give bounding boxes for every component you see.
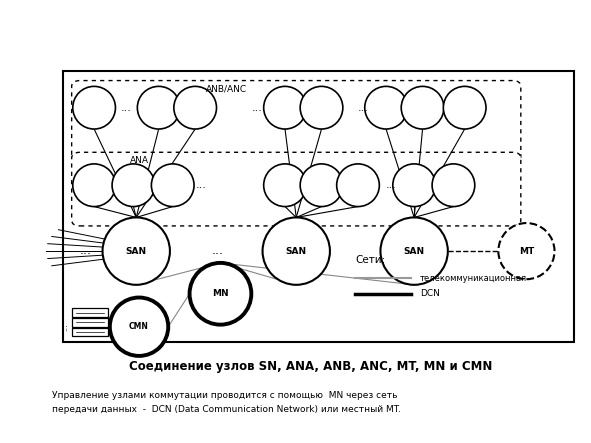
Ellipse shape — [381, 218, 448, 285]
Text: MN: MN — [212, 289, 229, 298]
Text: ...: ... — [358, 103, 369, 113]
Text: ...: ... — [196, 180, 206, 190]
Text: CMN: CMN — [129, 322, 149, 331]
Bar — [72, 308, 108, 317]
Text: Сети:: Сети: — [355, 255, 385, 265]
Text: SAN: SAN — [285, 247, 307, 256]
Ellipse shape — [103, 218, 170, 285]
Ellipse shape — [73, 164, 115, 206]
Text: DCN: DCN — [420, 289, 440, 298]
Bar — [63, 71, 574, 342]
Ellipse shape — [401, 86, 444, 129]
Ellipse shape — [300, 164, 343, 206]
Ellipse shape — [151, 164, 194, 206]
Ellipse shape — [264, 86, 306, 129]
Ellipse shape — [137, 86, 180, 129]
Text: ...: ... — [252, 103, 262, 113]
Text: ANA: ANA — [129, 156, 148, 165]
Text: MT: MT — [519, 247, 534, 256]
Text: SAN: SAN — [126, 247, 147, 256]
Text: Соединение узлов SN, ANA, ANB, ANC, MT, MN и CMN: Соединение узлов SN, ANA, ANB, ANC, MT, … — [129, 360, 492, 373]
Ellipse shape — [432, 164, 475, 206]
Ellipse shape — [262, 218, 330, 285]
Ellipse shape — [110, 298, 168, 356]
Bar — [72, 318, 108, 327]
Text: ...: ... — [60, 323, 69, 330]
Ellipse shape — [264, 164, 306, 206]
Ellipse shape — [300, 86, 343, 129]
Ellipse shape — [73, 86, 115, 129]
Text: телекоммуникационная: телекоммуникационная — [420, 274, 527, 283]
Text: 2: 2 — [12, 427, 17, 433]
Ellipse shape — [365, 86, 407, 129]
Text: ISKRATEL: ISKRATEL — [10, 82, 20, 130]
Text: ...: ... — [121, 103, 132, 113]
Ellipse shape — [190, 263, 251, 325]
Ellipse shape — [337, 164, 379, 206]
Ellipse shape — [112, 164, 155, 206]
Ellipse shape — [393, 164, 436, 206]
Ellipse shape — [443, 86, 486, 129]
Text: SAN: SAN — [404, 247, 425, 256]
Text: Управление узлами коммутации проводится с помощью  MN через сеть
передачи данных: Управление узлами коммутации проводится … — [52, 391, 401, 414]
FancyBboxPatch shape — [72, 81, 521, 162]
FancyBboxPatch shape — [72, 152, 521, 226]
Text: ...: ... — [80, 244, 92, 257]
Ellipse shape — [498, 223, 554, 279]
Bar — [72, 328, 108, 336]
Text: ANB/ANC: ANB/ANC — [206, 85, 246, 93]
Ellipse shape — [174, 86, 216, 129]
Text: ...: ... — [387, 180, 397, 190]
Text: ...: ... — [212, 244, 223, 257]
